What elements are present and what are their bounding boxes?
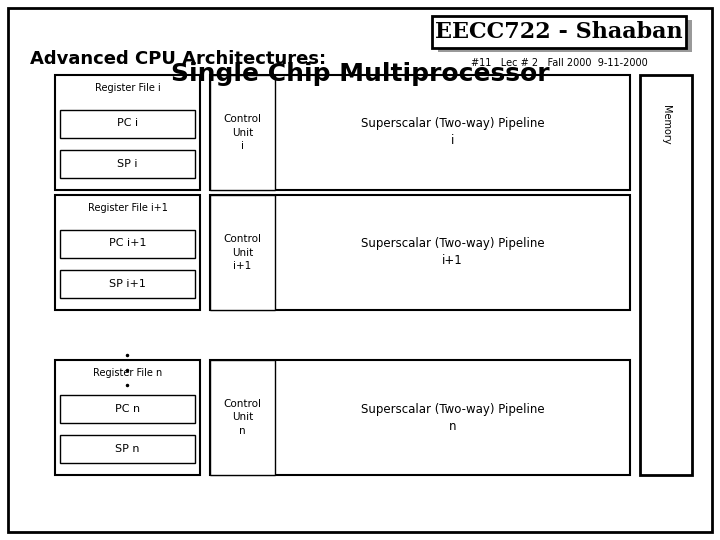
Text: SP n: SP n (115, 444, 140, 454)
Bar (432, 16, 686, 48)
Bar (60, 270, 195, 298)
Text: Memory: Memory (661, 105, 671, 145)
Bar (60, 230, 195, 258)
Text: Register File i: Register File i (94, 83, 161, 93)
Bar (60, 150, 195, 178)
Text: SP i+1: SP i+1 (109, 279, 146, 289)
Bar (210, 360, 275, 475)
Bar (210, 360, 630, 475)
Bar (55, 360, 200, 475)
Text: Register File n: Register File n (93, 368, 162, 378)
Text: PC n: PC n (115, 403, 140, 414)
Text: #11   Lec # 2   Fall 2000  9-11-2000: #11 Lec # 2 Fall 2000 9-11-2000 (471, 58, 647, 68)
Bar (210, 195, 275, 310)
Bar (55, 195, 200, 310)
Text: Superscalar (Two-way) Pipeline
n: Superscalar (Two-way) Pipeline n (361, 402, 544, 433)
Text: Register File i+1: Register File i+1 (88, 203, 168, 213)
Text: PC i: PC i (117, 118, 138, 129)
Text: Control
Unit
n: Control Unit n (223, 399, 261, 436)
Text: EECC722 - Shaaban: EECC722 - Shaaban (435, 21, 683, 43)
Bar (210, 75, 275, 190)
Text: Control
Unit
i+1: Control Unit i+1 (223, 234, 261, 271)
Text: Control
Unit
i: Control Unit i (223, 114, 261, 151)
Text: PC i+1: PC i+1 (109, 239, 146, 248)
Text: Advanced CPU Architectures:: Advanced CPU Architectures: (30, 50, 326, 68)
Bar (60, 395, 195, 422)
Bar (640, 75, 692, 475)
Bar (55, 75, 200, 190)
Text: Single Chip Multiprocessor: Single Chip Multiprocessor (171, 62, 549, 86)
Bar (438, 20, 692, 52)
Text: SP i: SP i (117, 159, 138, 169)
Bar (210, 195, 630, 310)
Text: Superscalar (Two-way) Pipeline
i: Superscalar (Two-way) Pipeline i (361, 118, 544, 147)
Bar (60, 435, 195, 463)
Text: Superscalar (Two-way) Pipeline
i+1: Superscalar (Two-way) Pipeline i+1 (361, 238, 544, 267)
Bar (210, 75, 630, 190)
Bar (60, 110, 195, 138)
